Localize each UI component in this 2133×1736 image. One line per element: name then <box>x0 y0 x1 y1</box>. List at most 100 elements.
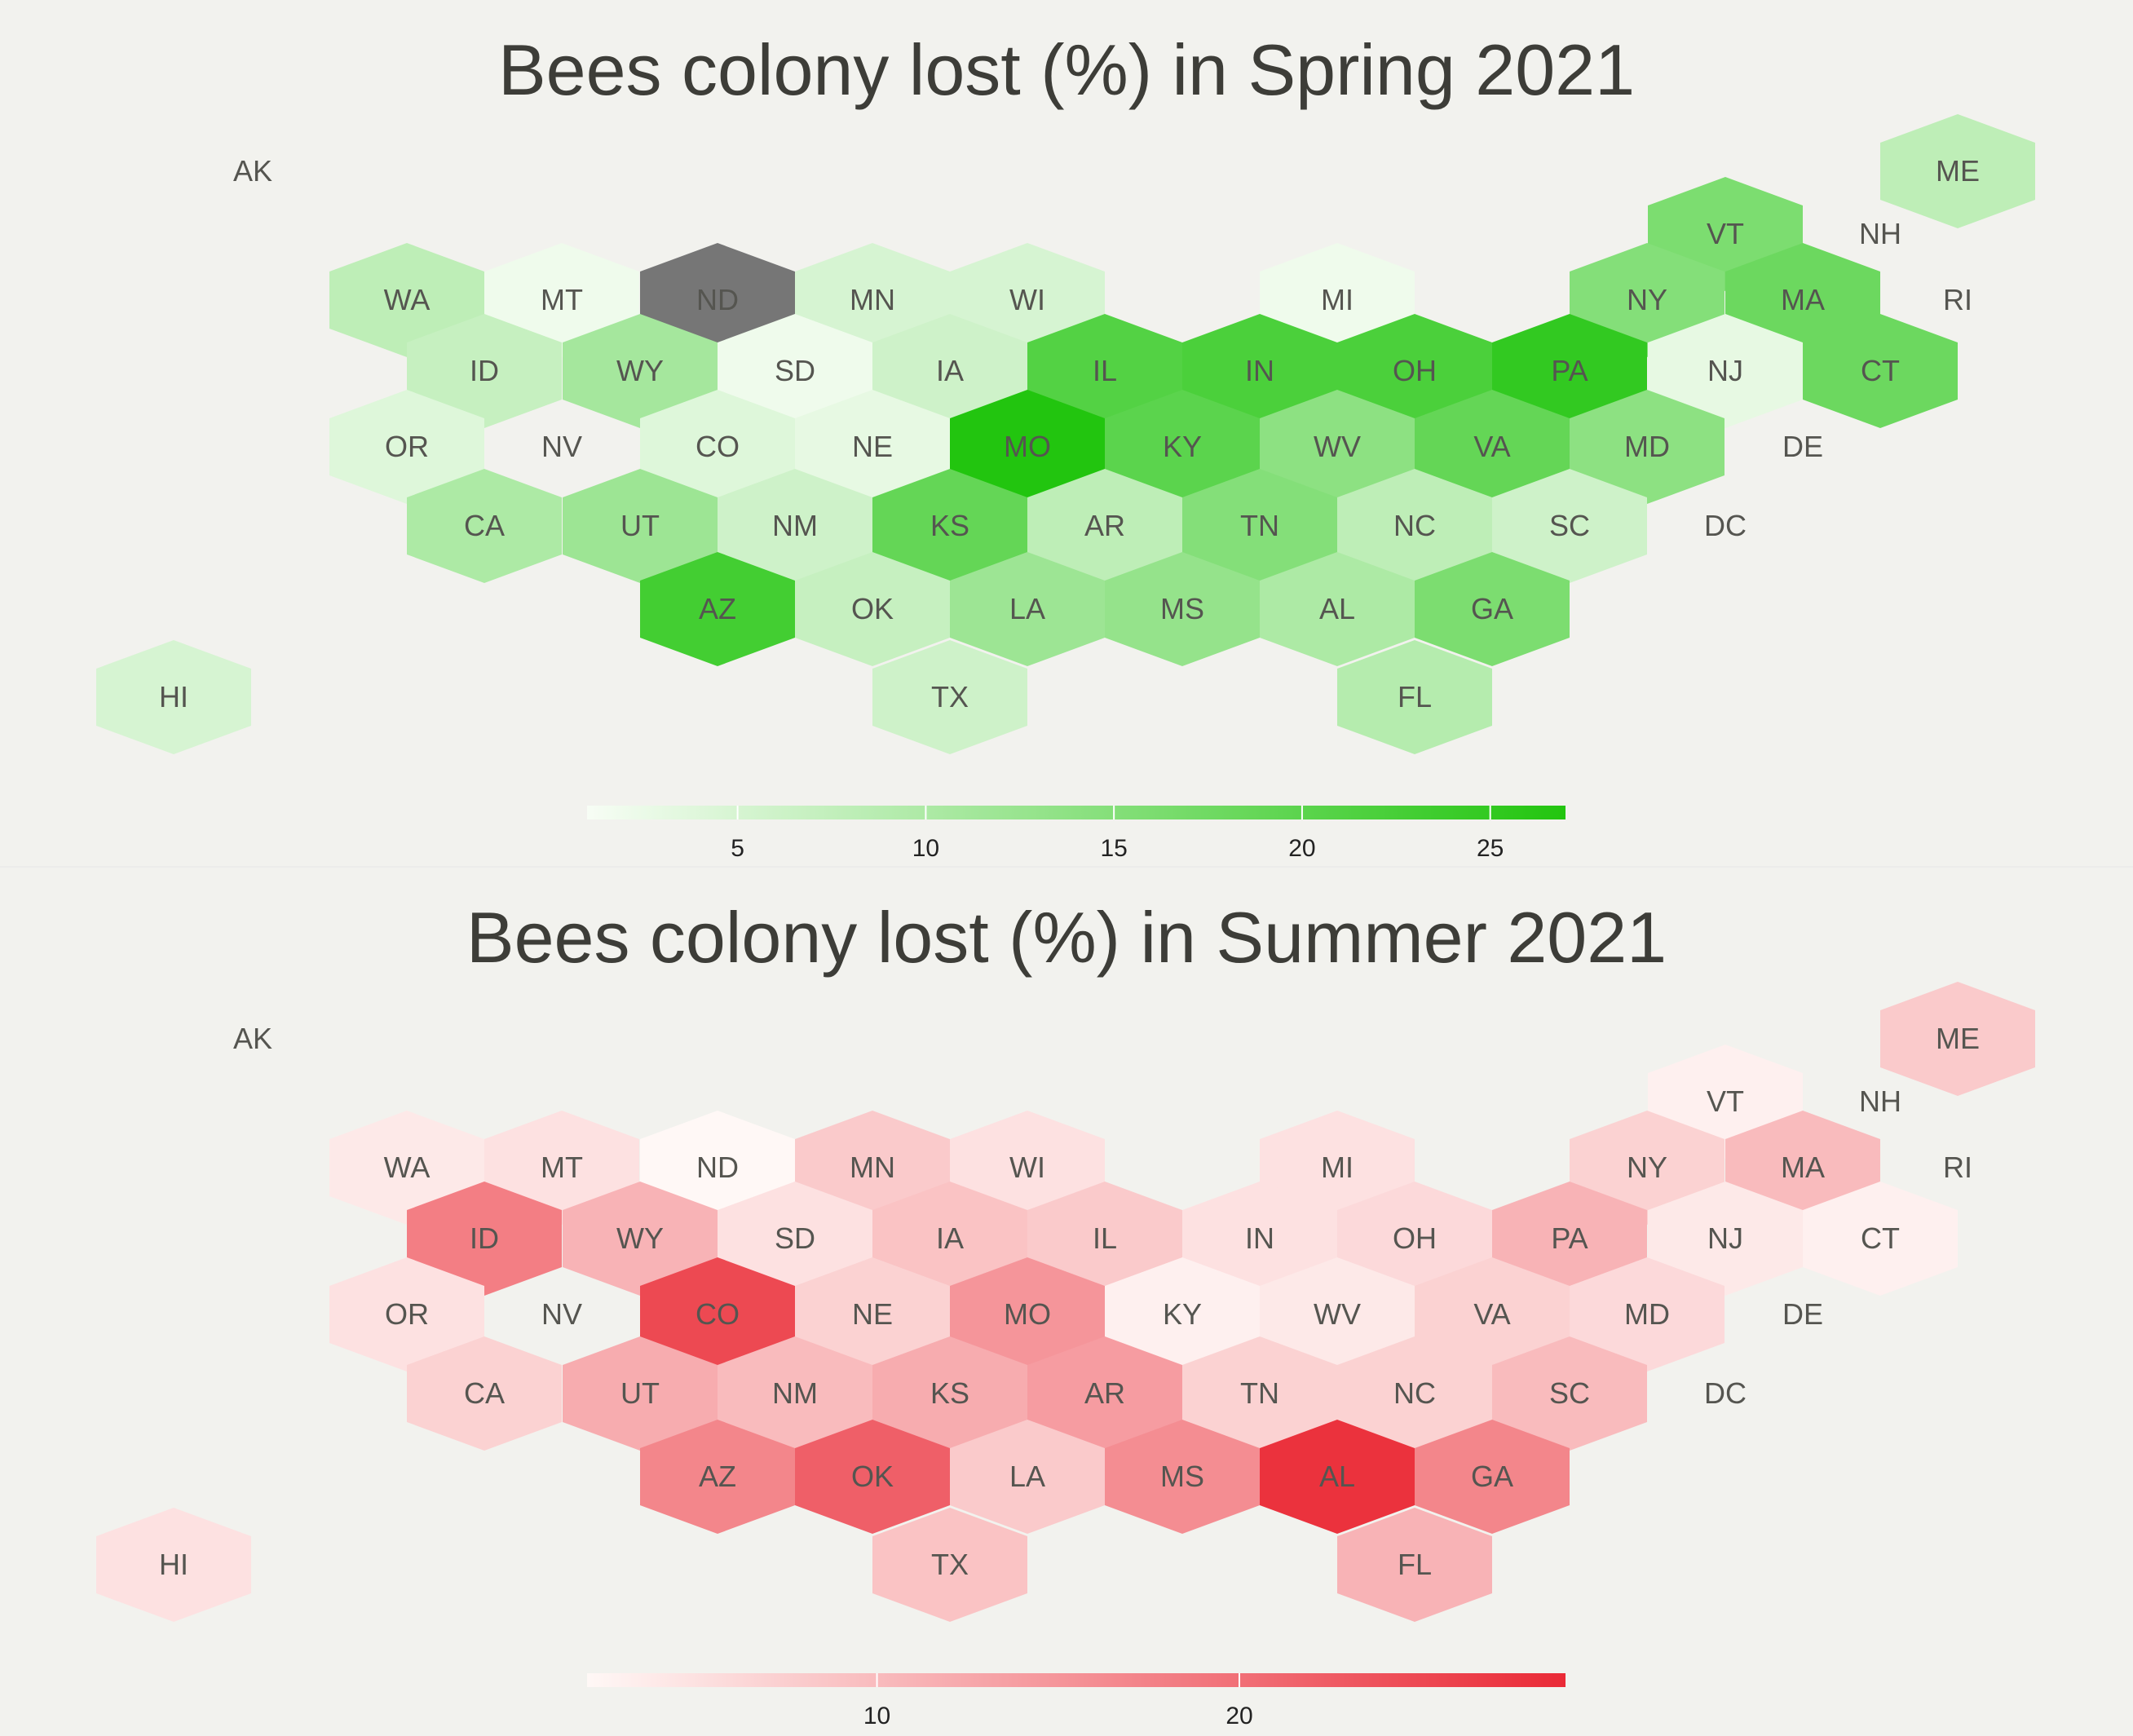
hex-tile-pa <box>1492 1182 1647 1296</box>
hex-tile-fl <box>1337 640 1492 754</box>
state-label-sd: SD <box>775 1221 815 1255</box>
state-label-mi: MI <box>1321 1151 1354 1184</box>
hex-tile-nm <box>718 1336 872 1451</box>
hex-tile-wv <box>1260 1257 1415 1372</box>
panel-divider <box>0 866 2133 868</box>
hex-tile-sd <box>718 314 872 428</box>
state-label-or: OR <box>385 1297 429 1331</box>
state-label-id: ID <box>470 354 499 387</box>
hex-tile-mo <box>950 1257 1105 1372</box>
hex-tile-il <box>1027 1182 1182 1296</box>
colorbar: 10 20 <box>587 1673 1566 1729</box>
state-label-sd: SD <box>775 354 815 387</box>
hex-tile-ca <box>407 469 562 583</box>
state-label-az: AZ <box>699 1460 736 1493</box>
state-label-de: DE <box>1782 1297 1823 1331</box>
state-label-ny: NY <box>1627 1151 1667 1184</box>
hex-tile-wy <box>563 1182 718 1296</box>
hex-tile-la <box>950 1420 1105 1534</box>
state-label-me: ME <box>1936 154 1980 188</box>
state-label-mo: MO <box>1004 1297 1051 1331</box>
state-label-mt: MT <box>541 1151 583 1184</box>
state-label-tx: TX <box>931 680 969 713</box>
hex-tile-ca <box>407 1336 562 1451</box>
state-label-mn: MN <box>850 1151 895 1184</box>
hex-tile-in <box>1182 314 1337 428</box>
state-label-me: ME <box>1936 1022 1980 1055</box>
state-label-ri: RI <box>1943 1151 1972 1184</box>
state-label-ks: KS <box>930 509 969 542</box>
state-label-wv: WV <box>1314 430 1361 463</box>
hex-tile-il <box>1027 314 1182 428</box>
summer-hex-map: AK ME VT NH WA MT ND MN WI MI NY MA RI ID WY SD IA IL IN OH… <box>96 982 2035 1729</box>
hex-tile-ct <box>1803 314 1958 428</box>
hex-tile-ks <box>872 1336 1027 1451</box>
state-label-ut: UT <box>620 509 660 542</box>
hex-tile-sc <box>1492 1336 1647 1451</box>
state-label-wi: WI <box>1009 283 1045 316</box>
state-label-mn: MN <box>850 283 895 316</box>
colorbar-tick-label: 20 <box>1288 835 1315 862</box>
state-label-az: AZ <box>699 592 736 625</box>
state-label-ma: MA <box>1781 283 1825 316</box>
state-label-ms: MS <box>1160 592 1204 625</box>
hex-tile-md <box>1570 1257 1725 1372</box>
state-label-la: LA <box>1009 592 1045 625</box>
hex-tile-id <box>407 314 562 428</box>
state-label-ri: RI <box>1943 283 1972 316</box>
state-label-ky: KY <box>1163 1297 1202 1331</box>
state-label-ky: KY <box>1163 430 1202 463</box>
hex-tile-mo <box>950 390 1105 504</box>
hex-tile-al <box>1260 1420 1415 1534</box>
state-label-nh: NH <box>1859 217 1901 250</box>
hex-tile-ct <box>1803 1182 1958 1296</box>
state-label-wa: WA <box>384 283 431 316</box>
hex-tile-id <box>407 1182 562 1296</box>
hex-tile-or <box>329 390 484 504</box>
hex-tile-az <box>640 552 795 666</box>
state-label-nv: NV <box>541 1297 582 1331</box>
state-label-pa: PA <box>1551 1221 1588 1255</box>
state-label-md: MD <box>1624 1297 1670 1331</box>
hex-tile-hi <box>96 1508 251 1622</box>
hex-tile-tx <box>872 640 1027 754</box>
state-label-al: AL <box>1319 1460 1355 1493</box>
state-label-nm: NM <box>772 1376 818 1410</box>
state-label-ak: AK <box>233 1022 272 1055</box>
state-label-ga: GA <box>1471 592 1513 625</box>
hex-tile-ia <box>872 1182 1027 1296</box>
colorbar-tick-label: 20 <box>1225 1703 1252 1729</box>
state-label-wa: WA <box>384 1151 431 1184</box>
colorbar-tick-label: 10 <box>912 835 939 862</box>
hex-tile-wy <box>563 314 718 428</box>
hex-tile-az <box>640 1420 795 1534</box>
colorbar: 5 10 15 20 25 <box>587 806 1566 862</box>
state-label-md: MD <box>1624 430 1670 463</box>
chart-title: Bees colony lost (%) in Summer 2021 <box>466 897 1667 978</box>
state-label-ne: NE <box>852 430 893 463</box>
summer-panel: Bees colony lost (%) in Summer 2021 AK ME… <box>0 868 2133 1736</box>
state-label-in: IN <box>1245 1221 1274 1255</box>
state-label-ia: IA <box>936 1221 964 1255</box>
state-label-tn: TN <box>1240 509 1279 542</box>
colorbar-tick-label: 10 <box>863 1703 890 1729</box>
hex-tile-wv <box>1260 390 1415 504</box>
state-label-la: LA <box>1009 1460 1045 1493</box>
hex-tile-tx <box>872 1508 1027 1622</box>
state-label-ok: OK <box>851 592 894 625</box>
state-label-nc: NC <box>1393 1376 1436 1410</box>
state-label-in: IN <box>1245 354 1274 387</box>
state-label-sc: SC <box>1549 509 1590 542</box>
hex-tile-co <box>640 390 795 504</box>
state-label-co: CO <box>696 430 740 463</box>
hex-tile-ms <box>1105 1420 1260 1534</box>
state-label-tx: TX <box>931 1548 969 1581</box>
hex-tile-md <box>1570 390 1725 504</box>
hex-tile-sd <box>718 1182 872 1296</box>
state-label-nv: NV <box>541 430 582 463</box>
hex-tile-nj <box>1648 1182 1803 1296</box>
state-label-il: IL <box>1093 354 1117 387</box>
hex-tile-ut <box>563 1336 718 1451</box>
chart-title: Bees colony lost (%) in Spring 2021 <box>497 29 1636 110</box>
state-label-or: OR <box>385 430 429 463</box>
